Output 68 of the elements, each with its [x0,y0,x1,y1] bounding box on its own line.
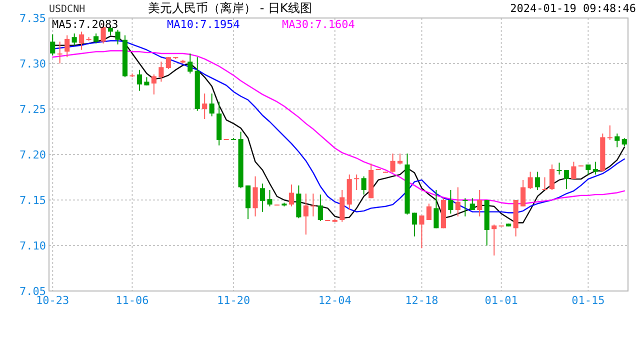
candlestick [477,189,482,217]
candlestick [303,193,308,236]
candlestick [520,179,526,207]
y-tick-label: 7.10 [20,240,46,252]
candlestick [492,224,497,256]
candlestick [390,153,396,174]
y-tick-label: 7.25 [20,103,46,116]
candlestick [151,74,156,95]
candlestick [136,69,142,92]
text: MA30:7.1604 [282,18,356,31]
candlestick [455,186,460,217]
candlestick [318,194,323,222]
candlestick [412,212,418,237]
candlestick [72,32,77,46]
candlestick [462,198,468,217]
candlestick [252,176,258,217]
candlestick [448,189,454,214]
candlestick [57,41,62,64]
y-tick-label: 7.30 [20,58,46,70]
candlestick [426,203,432,221]
x-tick-label: 10-23 [36,294,70,307]
candlestick [528,171,533,190]
candlestick [564,169,570,190]
candlestick [166,56,171,70]
candlestick [246,184,251,220]
candlestick [64,34,70,58]
candlestick [209,93,214,117]
candlestick [202,93,208,120]
text: MA10:7.1954 [167,18,240,31]
x-tick-label: 01-01 [484,294,518,307]
candlestick [607,124,612,140]
candlestick [542,176,548,190]
candlestick [586,164,591,176]
candlestick [340,189,345,222]
candlestick [419,214,424,249]
candlestick [94,32,99,44]
candlestick [310,193,316,217]
series-label: MA5:7.2083 [52,18,118,31]
candlestick [592,161,598,176]
y-tick-label: 7.35 [20,12,46,25]
text: USDCNH [49,4,86,15]
candlestick [50,34,56,56]
x-tick-label: 11-20 [216,294,250,307]
candlestick [188,52,193,74]
candlestick [614,133,620,148]
candlestick [288,184,294,207]
candlestick [434,189,439,229]
chart-title: 美元人民币（离岸） - 日K线图 [148,1,312,15]
text: 2024-01-19 09:48:46 [510,2,636,15]
candlestick [361,176,366,196]
candlestick [267,189,272,207]
candlestick [158,61,164,82]
candlestick [556,162,562,176]
candlestick [549,164,555,190]
candlestick [260,183,266,212]
candlestick [397,153,403,166]
x-tick-label: 12-04 [318,294,352,307]
candlestick [535,171,540,190]
x-tick-label: 12-18 [405,294,438,307]
x-tick-label: 11-06 [116,294,149,307]
candlestick [79,31,84,50]
y-tick-label: 7.15 [20,194,46,207]
candlestick [115,29,120,45]
candlestick [296,184,302,219]
y-tick-label: 7.20 [20,148,46,162]
x-tick-label: 01-15 [572,294,605,307]
candlestick [571,161,576,180]
candlestick [354,174,360,190]
